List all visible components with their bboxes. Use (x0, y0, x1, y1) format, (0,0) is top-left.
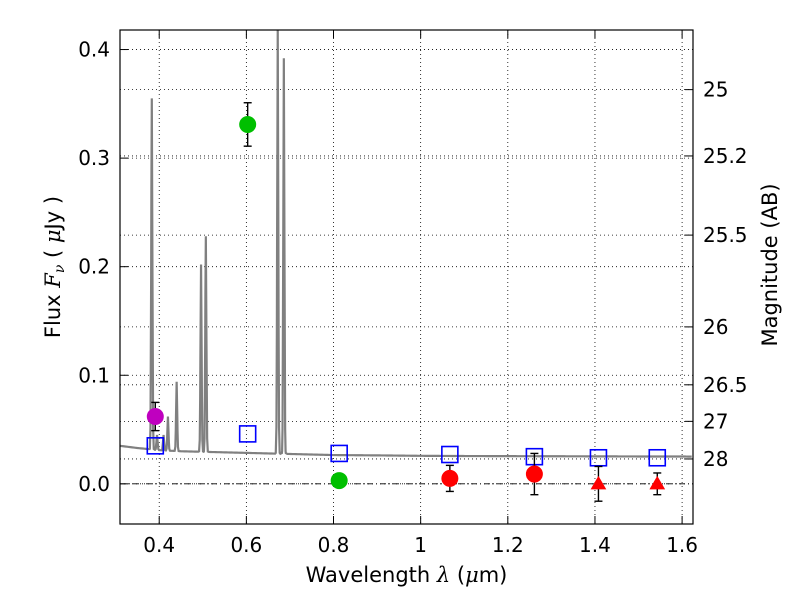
y2-tick-label: 25.5 (703, 223, 748, 247)
model-photometry-point (589, 448, 608, 467)
x-tick-label: 1.4 (579, 533, 611, 557)
y-tick-label: 0.2 (78, 255, 110, 279)
observed-point (239, 102, 257, 147)
x-tick-label: 0.8 (318, 533, 350, 557)
model-photometry-point (238, 425, 257, 443)
x-tick-label: 1.6 (666, 533, 698, 557)
y-tick-label: 0.0 (78, 472, 110, 496)
upper-limit-marker (590, 475, 607, 490)
y-axis-label: Flux Fν ( μJy ) (41, 196, 68, 338)
y2-tick-label: 25 (703, 78, 728, 102)
model-photometry-point (330, 444, 348, 463)
observed-marker (239, 115, 257, 133)
data-series (120, 30, 692, 502)
x-tick-label: 0.6 (230, 533, 262, 557)
y2-axis-label: Magnitude (AB) (758, 183, 782, 346)
model-photometry-point (441, 445, 459, 464)
observed-point (330, 472, 348, 490)
x-tick-label: 0.4 (143, 533, 175, 557)
x-axis-label: Wavelength λ (μm) (306, 563, 508, 587)
observed-point (649, 472, 666, 496)
y-tick-label: 0.3 (78, 146, 110, 170)
observed-marker (146, 408, 164, 426)
model-photometry-point (648, 448, 667, 467)
y2-tick-label: 28 (703, 447, 728, 471)
observed-point (441, 464, 459, 493)
sed-model-line (120, 30, 692, 458)
observed-marker (441, 469, 459, 487)
model-photometry-point (146, 437, 165, 455)
plot-frame (119, 29, 694, 525)
observed-marker (330, 472, 348, 490)
observed-point (590, 465, 607, 502)
y-tick-label: 0.1 (78, 363, 110, 387)
x-tick-label: 1.2 (492, 533, 524, 557)
y2-tick-label: 26.5 (703, 373, 748, 397)
y-tick-label: 0.4 (78, 38, 110, 62)
y2-tick-label: 27 (703, 409, 728, 433)
y2-tick-label: 26 (703, 315, 728, 339)
observed-marker (525, 465, 543, 483)
plot-area (120, 30, 692, 502)
observed-point (525, 452, 543, 496)
x-tick-label: 1 (414, 533, 427, 557)
axis-ticks: 0.4 0.6 0.8 1 1.2 1.4 1.6 0.0 0.1 0.2 0.3 0.4 25 25.2… (78, 30, 748, 557)
observed-point (146, 401, 164, 432)
upper-limit-marker (649, 475, 666, 490)
y2-tick-label: 25.2 (703, 144, 748, 168)
